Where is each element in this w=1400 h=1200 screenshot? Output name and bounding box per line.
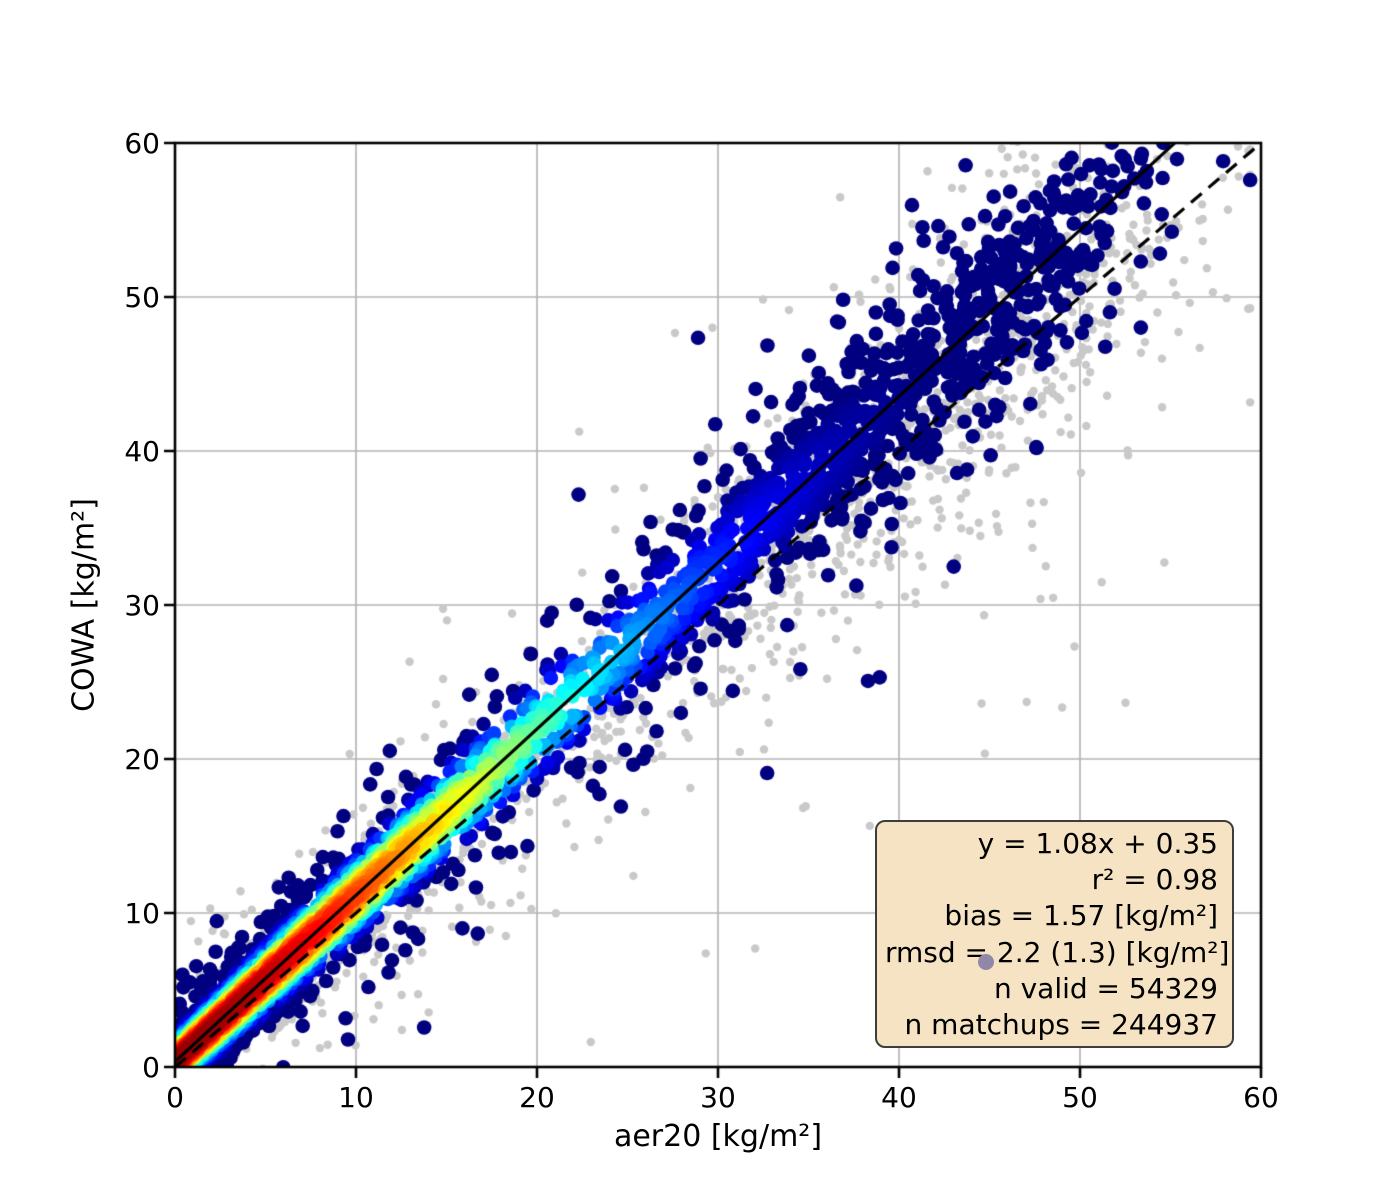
stats-line: bias = 1.57 [kg/m²]: [944, 899, 1218, 933]
y-tick-label: 0: [142, 1051, 160, 1084]
y-tick-label: 20: [124, 743, 160, 776]
x-tick-label: 10: [338, 1081, 374, 1114]
x-tick-label: 60: [1243, 1081, 1279, 1114]
stats-line: n valid = 54329: [993, 971, 1218, 1005]
stats-line: y = 1.08x + 0.35: [977, 827, 1218, 860]
y-tick-label: 40: [124, 435, 160, 468]
stray-point: [977, 954, 994, 971]
y-axis-label: COWA [kg/m²]: [66, 498, 102, 712]
y-tick-label: 10: [124, 897, 160, 930]
stats-line: r² = 0.98: [1091, 863, 1218, 897]
x-tick-label: 20: [519, 1081, 555, 1114]
y-tick-label: 30: [124, 589, 160, 622]
stats-box: y = 1.08x + 0.35 r² = 0.98 bias = 1.57 [kg…: [875, 820, 1234, 1048]
stats-line: n matchups = 244937: [904, 1008, 1218, 1042]
y-tick-label: 60: [124, 127, 160, 160]
x-tick-label: 30: [700, 1081, 736, 1114]
x-tick-label: 0: [166, 1081, 184, 1114]
y-tick-label: 50: [124, 281, 160, 314]
x-axis-label: aer20 [kg/m²]: [613, 1119, 823, 1154]
x-tick-label: 40: [881, 1081, 917, 1114]
x-tick-label: 50: [1062, 1081, 1098, 1114]
stats-line: rmsd = 2.2 (1.3) [kg/m²]: [885, 935, 1230, 969]
